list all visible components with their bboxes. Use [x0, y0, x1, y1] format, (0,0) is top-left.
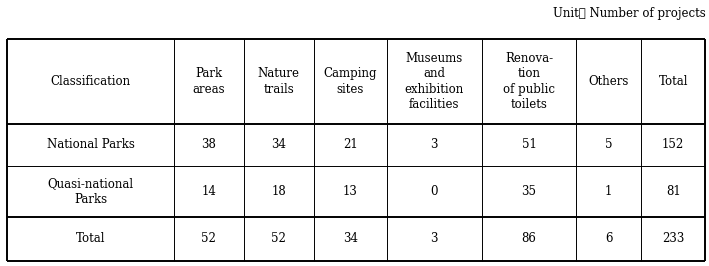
Text: 34: 34 — [272, 138, 286, 151]
Text: 21: 21 — [343, 138, 358, 151]
Text: 152: 152 — [662, 138, 684, 151]
Text: 3: 3 — [430, 138, 438, 151]
Text: 6: 6 — [605, 232, 613, 245]
Text: Quasi-national
Parks: Quasi-national Parks — [48, 177, 133, 206]
Text: 52: 52 — [201, 232, 216, 245]
Text: Park
areas: Park areas — [193, 67, 225, 95]
Text: 18: 18 — [272, 185, 286, 198]
Text: Renova-
tion
of public
toilets: Renova- tion of public toilets — [503, 52, 555, 111]
Text: National Parks: National Parks — [47, 138, 135, 151]
Text: Others: Others — [588, 75, 629, 88]
Text: 3: 3 — [430, 232, 438, 245]
Text: Total: Total — [659, 75, 688, 88]
Text: 81: 81 — [666, 185, 681, 198]
Text: 13: 13 — [343, 185, 358, 198]
Text: 86: 86 — [522, 232, 537, 245]
Text: 38: 38 — [201, 138, 216, 151]
Text: 5: 5 — [605, 138, 613, 151]
Text: Unit： Number of projects: Unit： Number of projects — [553, 7, 705, 20]
Text: 51: 51 — [522, 138, 537, 151]
Text: 14: 14 — [201, 185, 216, 198]
Text: 1: 1 — [605, 185, 613, 198]
Text: Classification: Classification — [50, 75, 130, 88]
Text: 233: 233 — [662, 232, 684, 245]
Text: 0: 0 — [430, 185, 438, 198]
Text: 52: 52 — [272, 232, 286, 245]
Text: 34: 34 — [343, 232, 358, 245]
Text: Total: Total — [76, 232, 105, 245]
Text: Camping
sites: Camping sites — [323, 67, 377, 95]
Text: Nature
trails: Nature trails — [258, 67, 300, 95]
Text: Museums
and
exhibition
facilities: Museums and exhibition facilities — [405, 52, 464, 111]
Text: 35: 35 — [522, 185, 537, 198]
